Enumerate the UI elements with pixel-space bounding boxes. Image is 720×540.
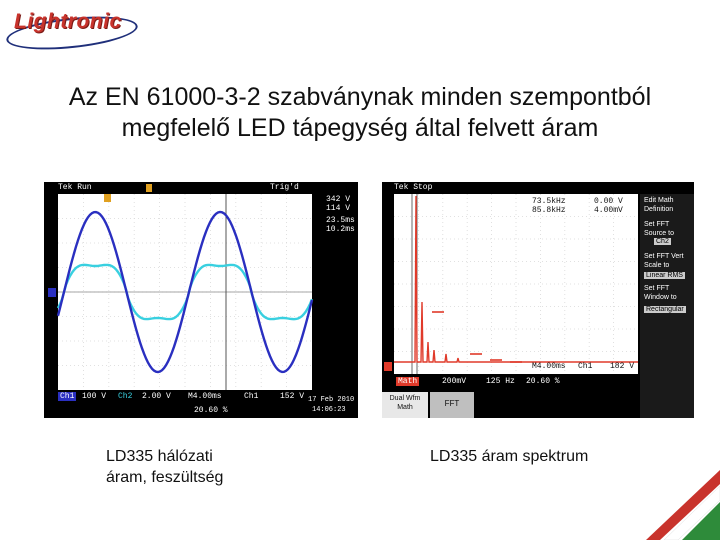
left-time: 14:06:23 (312, 406, 346, 414)
trigger-marker (146, 184, 152, 192)
left-time1: 23.5ms (326, 216, 355, 225)
ch1-marker (48, 288, 56, 297)
right-freq1: 73.5kHz (532, 197, 566, 206)
left-cursor1: 342 V (326, 195, 351, 204)
caption-left-line2: áram, feszültség (106, 469, 224, 486)
caption-left-line1: LD335 hálózati (106, 448, 213, 465)
menu-edit-math[interactable]: Edit Math Definition (644, 197, 674, 213)
right-freq-scale: 125 Hz (486, 377, 515, 386)
left-trigger-status: Trig'd (270, 183, 299, 192)
fft-button[interactable]: FFT (430, 392, 474, 418)
right-val1: 0.00 V (594, 197, 623, 206)
left-ch1-label: Ch1 (58, 392, 77, 401)
right-trig-src: Ch1 (578, 362, 593, 371)
right-oscilloscope-screen: Tek Stop 73.5kHz 85.8kHz 0.00 V 4.00mV M… (382, 182, 694, 418)
slide-title-line2: megfelelő LED tápegység által felvett ár… (121, 114, 599, 142)
menu-window-value[interactable]: Rectangular (644, 306, 686, 313)
dual-wfm-math-button[interactable]: Dual Wfm Math (382, 392, 428, 418)
menu-vert-value[interactable]: Linear RMS (644, 272, 685, 279)
left-ch1-scale: 100 V (82, 392, 107, 401)
right-status: Tek Stop (394, 183, 433, 192)
left-trig-src: Ch1 (244, 392, 259, 401)
left-ch2-scale: 2.00 V (142, 392, 171, 401)
right-math-scale: 200mV (442, 377, 467, 386)
ch1-voltage-trace (56, 210, 314, 374)
right-math-label: Math (396, 377, 420, 386)
left-trig-level: 152 V (280, 392, 305, 401)
right-val2: 4.00mV (594, 206, 623, 215)
left-date: 17 Feb 2010 (308, 396, 355, 404)
left-cursor2: 114 V (326, 204, 351, 213)
right-timebase: M4.00ms (532, 362, 566, 371)
slide-title-line1: Az EN 61000-3-2 szabványnak minden szemp… (68, 83, 652, 111)
left-ch2-label: Ch2 (118, 392, 133, 401)
menu-set-fft-source[interactable]: Set FFT Source to (644, 221, 674, 237)
menu-set-fft-vert[interactable]: Set FFT Vert Scale to (644, 253, 684, 269)
caption-left: LD335 hálózati áram, feszültség (106, 446, 223, 488)
math-marker (384, 362, 392, 371)
left-percent: 20.60 % (194, 406, 228, 415)
caption-right: LD335 áram spektrum (430, 448, 589, 465)
left-time2: 10.2ms (326, 225, 355, 234)
right-percent: 20.60 % (526, 377, 560, 386)
menu-set-fft-window[interactable]: Set FFT Window to (644, 285, 677, 301)
hungarian-flag-decoration (646, 470, 720, 540)
right-freq2: 85.8kHz (532, 206, 566, 215)
logo: Lightronic (14, 10, 122, 33)
left-oscilloscope-screen: Tek Run Trig'd 342 V 114 V 23.5ms 10.2ms… (44, 182, 358, 418)
left-status: Tek Run (58, 183, 92, 192)
menu-source-value[interactable]: Ch2 (654, 238, 671, 245)
left-timebase: M4.00ms (188, 392, 222, 401)
fft-spectrum-trace (394, 195, 638, 363)
ch2-marker (104, 194, 111, 202)
slide-title: Az EN 61000-3-2 szabványnak minden szemp… (0, 82, 720, 144)
right-trig-level: 182 V (610, 362, 635, 371)
